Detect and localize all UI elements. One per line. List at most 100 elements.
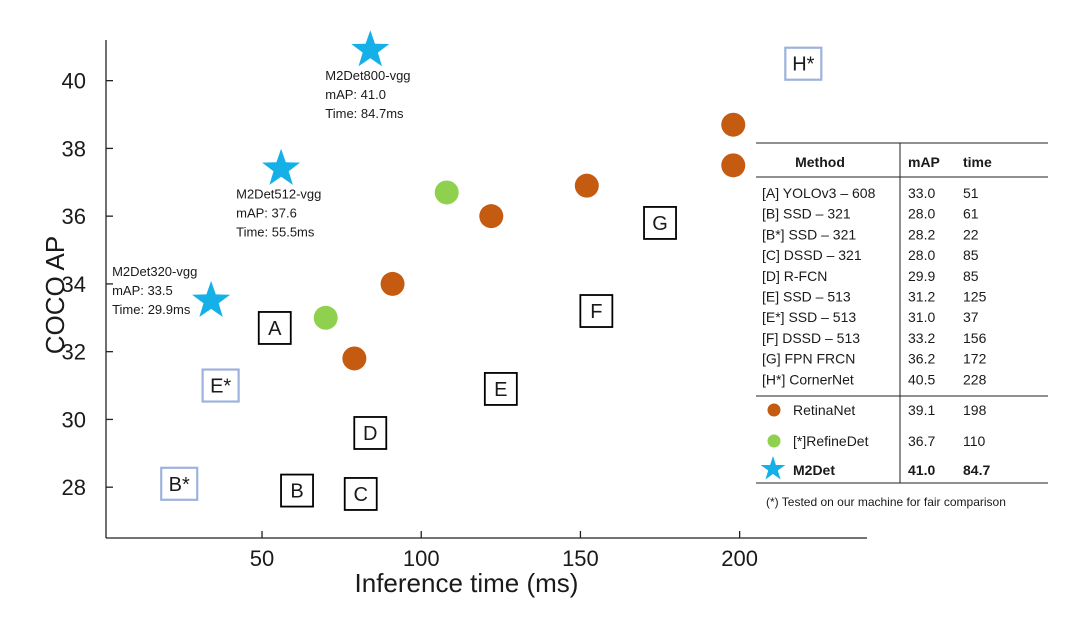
table-cell-time: 85 — [963, 247, 979, 263]
x-tick-label: 50 — [250, 546, 274, 571]
method-box: B* — [160, 466, 199, 501]
m2det-annotation-line: mAP: 37.6 — [236, 206, 297, 221]
table-header-method: Method — [795, 154, 845, 170]
point-retinanet — [342, 346, 367, 371]
method-box: B — [280, 473, 314, 508]
point-retinanet — [721, 153, 746, 178]
method-box: G — [643, 206, 677, 240]
table-cell-map: 33.2 — [908, 330, 935, 346]
table-cell-map: 39.1 — [908, 402, 935, 418]
point-retinanet — [574, 173, 599, 198]
table-cell-method: [F] DSSD – 513 — [762, 330, 860, 346]
method-box-frame — [483, 372, 518, 406]
method-box-frame — [353, 416, 388, 450]
point-refinedet — [434, 180, 459, 205]
m2det-annotation-line: Time: 55.5ms — [236, 225, 315, 240]
table-cell-time: 22 — [963, 226, 979, 242]
m2det-annotation-line: Time: 84.7ms — [325, 106, 404, 121]
table-cell-time: 198 — [963, 402, 987, 418]
table-cell-time: 172 — [963, 351, 987, 367]
method-box: H* — [784, 46, 823, 81]
m2det-annotation-line: M2Det320-vgg — [112, 264, 197, 279]
legend-retinanet-marker — [767, 403, 781, 417]
m2det-annotation-line: mAP: 41.0 — [325, 87, 386, 102]
table-cell-method: [*]RefineDet — [793, 433, 869, 449]
method-box-label: E* — [210, 376, 231, 398]
table-cell-method: [G] FPN FRCN — [762, 351, 855, 367]
table-cell-method: [A] YOLOv3 – 608 — [762, 185, 876, 201]
table-cell-map: 28.2 — [908, 226, 935, 242]
method-box-label: A — [268, 318, 282, 340]
y-tick-label: 30 — [62, 407, 86, 432]
table-cell-method: RetinaNet — [793, 402, 855, 418]
m2det-annotation-line: M2Det800-vgg — [325, 68, 410, 83]
table-cell-time: 228 — [963, 371, 987, 387]
x-tick-label: 200 — [721, 546, 758, 571]
method-box-frame — [579, 294, 614, 328]
method-box-label: B — [290, 481, 303, 503]
table-cell-time: 37 — [963, 309, 979, 325]
method-box-label: F — [590, 301, 602, 323]
table-cell-map: 31.2 — [908, 289, 935, 305]
method-box-frame — [280, 473, 314, 508]
table-cell-time: 125 — [963, 289, 987, 305]
legend-refinedet-marker — [767, 434, 781, 448]
table-cell-map: 33.0 — [908, 185, 935, 201]
table-cell-map: 28.0 — [908, 247, 935, 263]
method-box-label: D — [363, 423, 377, 445]
m2det-annotation-line: M2Det512-vgg — [236, 187, 321, 202]
y-tick-label: 38 — [62, 136, 86, 161]
m2det-annotation-line: Time: 29.9ms — [112, 302, 191, 317]
table-cell-method: [D] R-FCN — [762, 268, 827, 284]
method-box-frame — [343, 477, 378, 511]
table-cell-method: [E*] SSD – 513 — [762, 309, 856, 325]
point-retinanet — [479, 204, 504, 229]
method-box: D — [353, 416, 388, 450]
method-box-frame — [160, 466, 199, 501]
method-box-frame — [201, 368, 240, 403]
point-refinedet — [313, 305, 338, 330]
table-cell-map: 29.9 — [908, 268, 935, 284]
annotations: M2Det320-vgg mAP: 33.5 Time: 29.9ms M2Det51… — [112, 68, 410, 317]
table-cell-time: 61 — [963, 206, 979, 222]
method-box: C — [343, 477, 378, 511]
legend-m2det-marker — [760, 456, 786, 480]
x-axis-title: Inference time (ms) — [355, 568, 579, 598]
method-box-frame — [643, 206, 677, 240]
method-box: F — [579, 294, 614, 328]
method-box-label: C — [354, 484, 368, 506]
method-box: A — [257, 311, 292, 345]
table-cell-method: [H*] CornerNet — [762, 371, 854, 387]
boxed-points: A B B* C D E E* F G H* — [160, 46, 823, 511]
y-tick-label: 40 — [62, 69, 86, 94]
table-cell-time: 110 — [963, 433, 986, 449]
method-box-label: H* — [792, 54, 814, 76]
y-tick-label: 34 — [62, 272, 86, 297]
y-tick-label: 28 — [62, 475, 86, 500]
method-box: E* — [201, 368, 240, 403]
table-cell-map: 36.2 — [908, 351, 935, 367]
table-cell-time: 85 — [963, 268, 979, 284]
table-footnote: (*) Tested on our machine for fair compa… — [766, 495, 1006, 509]
marker-points — [192, 30, 746, 371]
table-cell-time: 156 — [963, 330, 987, 346]
point-retinanet — [380, 271, 405, 296]
x-tick-label: 150 — [562, 546, 599, 571]
method-box-label: G — [652, 213, 668, 235]
table-cell-method: [E] SSD – 513 — [762, 289, 851, 305]
table-cell-method: [B] SSD – 321 — [762, 206, 851, 222]
method-box-frame — [784, 46, 823, 81]
table-cell-map: 28.0 — [908, 206, 935, 222]
table-cell-time: 84.7 — [963, 462, 990, 478]
table-cell-map: 41.0 — [908, 462, 935, 478]
y-tick-label: 36 — [62, 204, 86, 229]
method-box: E — [483, 372, 518, 406]
table-cell-map: 36.7 — [908, 433, 935, 449]
method-box-label: E — [494, 379, 507, 401]
point-m2det-star — [351, 30, 390, 67]
y-tick-label: 32 — [62, 340, 86, 365]
table-cell-method: [C] DSSD – 321 — [762, 247, 862, 263]
table-cell-map: 40.5 — [908, 371, 935, 387]
point-retinanet — [721, 112, 746, 137]
point-m2det-star — [192, 280, 231, 317]
